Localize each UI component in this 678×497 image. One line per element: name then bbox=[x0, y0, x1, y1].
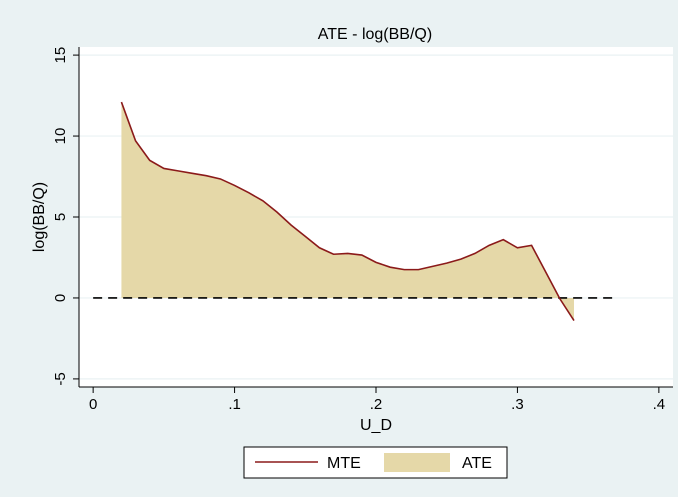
legend-label-mte: MTE bbox=[327, 455, 361, 472]
x-ticks: 0 .1 .2 .3 .4 bbox=[89, 387, 665, 413]
series-mte-line bbox=[120, 101, 575, 322]
legend-label-ate: ATE bbox=[462, 455, 492, 472]
x-tick-label-3: .3 bbox=[511, 396, 524, 413]
x-tick-label-1: .1 bbox=[228, 396, 241, 413]
series-ate-area bbox=[121, 102, 574, 321]
x-tick-label-4: .4 bbox=[653, 396, 666, 413]
area-layer bbox=[121, 102, 574, 321]
x-tick-label-2: .2 bbox=[370, 396, 383, 413]
y-ticks: -5 0 5 10 15 bbox=[52, 47, 79, 386]
x-axis-label: U_D bbox=[360, 417, 392, 434]
y-tick-label-0: -5 bbox=[52, 372, 69, 385]
chart-title: ATE - log(BB/Q) bbox=[318, 26, 432, 43]
legend: MTE ATE bbox=[243, 446, 508, 479]
y-tick-label-4: 15 bbox=[52, 47, 69, 64]
line-layer bbox=[120, 101, 575, 322]
x-tick-label-0: 0 bbox=[89, 396, 97, 413]
legend-swatch-ate bbox=[384, 453, 450, 472]
y-tick-label-1: 0 bbox=[52, 294, 69, 302]
y-tick-label-2: 5 bbox=[52, 213, 69, 221]
y-axis-label: log(BB/Q) bbox=[31, 182, 48, 252]
y-tick-label-3: 10 bbox=[52, 128, 69, 145]
